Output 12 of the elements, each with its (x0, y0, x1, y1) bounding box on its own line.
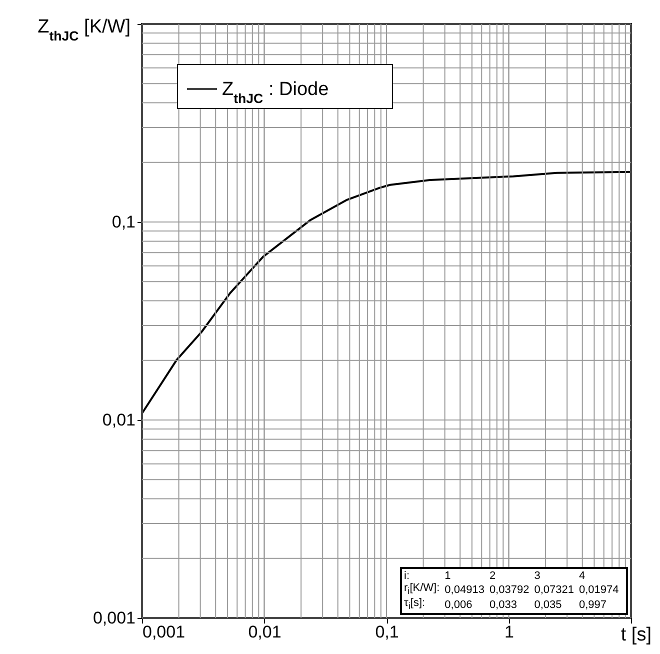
parameter-table: i: 1 2 3 4 r$_{i}$[K/W]: 0,04913 0,03792 0,07321 0,01974 τ$_{i}$[s]: 0,006 0,033 0,035 0,997 (400, 567, 628, 616)
x-tick-label: 0,01 (248, 622, 282, 642)
annotation: r$_{i}$[K/W]: 0,04913 0,03792 0,07321 0,01974 (404, 582, 620, 598)
x-axis-title: t [s] (620, 624, 652, 646)
legend-label: Z$_{thJC}$ : Diode (222, 79, 329, 106)
x-tick-label: 0,1 (375, 622, 399, 642)
y-tick-label: 0,01 (102, 410, 136, 430)
x-tick-label: 0,001 (142, 622, 186, 642)
y-axis-title: Z$_{thJC}$ [K/W] (38, 16, 130, 43)
y-tick-label: 0,001 (92, 608, 136, 628)
y-tick-label: 0,1 (112, 212, 136, 232)
x-tick-label: 1 (504, 622, 514, 642)
